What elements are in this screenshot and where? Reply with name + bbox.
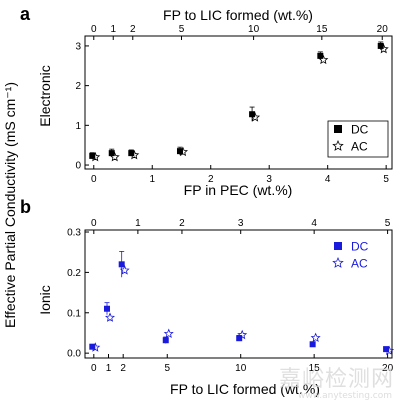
b-bottom-tick-label: 5 xyxy=(164,363,170,374)
panel-b-plot-frame xyxy=(84,229,393,359)
a-ac-point xyxy=(250,112,261,122)
b-top-tick-label: 1 xyxy=(135,218,141,229)
a-ac-point xyxy=(177,146,188,157)
b-bottom-tick-label: 10 xyxy=(235,363,247,374)
panel-a-plot-frame xyxy=(84,35,393,170)
panel-b-top-ticks: 0 1 2 3 4 5 xyxy=(91,218,391,234)
b-ac-point xyxy=(237,329,248,340)
b-legend-label: AC xyxy=(351,257,368,271)
b-dc-point xyxy=(104,305,111,312)
b-top-tick-label: 5 xyxy=(385,218,391,229)
panel-a-legend: DC AC xyxy=(327,120,389,158)
b-dc-point xyxy=(118,261,125,268)
a-top-tick-label: 15 xyxy=(316,24,328,35)
a-top-tick-label: 10 xyxy=(248,24,260,35)
a-bottom-tick-label: 2 xyxy=(208,174,214,185)
b-legend-label: DC xyxy=(351,240,369,254)
a-dc-point xyxy=(317,52,324,59)
a-y-tick-label: 1 xyxy=(75,121,81,132)
a-y-tick-label: 0 xyxy=(75,161,81,172)
shared-y-axis-label: Effective Partial Conductivity (mS cm⁻¹) xyxy=(2,82,18,328)
b-dc-point xyxy=(309,341,316,348)
a-top-tick-label: 2 xyxy=(130,24,136,35)
panel-b-letter: b xyxy=(20,197,31,217)
b-top-tick-label: 0 xyxy=(91,218,97,229)
b-ac-point xyxy=(310,332,321,343)
panel-a-letter: a xyxy=(20,4,31,24)
a-dc-point xyxy=(377,42,384,49)
b-bottom-tick-label: 20 xyxy=(382,363,394,374)
panel-b-bottom-axis-title: FP to LIC formed (wt.%) xyxy=(170,381,320,397)
b-dc-point xyxy=(162,337,169,344)
b-ac-point xyxy=(90,342,101,352)
a-top-tick-label: 5 xyxy=(179,24,185,35)
b-legend-dc-marker xyxy=(334,242,342,250)
a-ac-point xyxy=(318,54,329,65)
b-legend-ac-marker xyxy=(332,256,344,268)
a-dc-point xyxy=(108,150,115,157)
a-bottom-tick-label: 0 xyxy=(91,174,97,185)
b-bottom-tick-label: 0 xyxy=(91,363,97,374)
a-bottom-tick-label: 4 xyxy=(325,174,331,185)
b-top-tick-label: 4 xyxy=(311,218,317,229)
a-legend-label: AC xyxy=(351,140,368,154)
panel-a-top-axis-title: FP to LIC formed (wt.%) xyxy=(163,7,313,23)
a-top-tick-label: 0 xyxy=(91,24,97,35)
a-legend-ac-marker xyxy=(332,139,344,151)
panel-a-electronic: a FP to LIC formed (wt.%) FP in PEC (wt.… xyxy=(20,4,393,198)
a-y-tick-label: 2 xyxy=(75,81,81,92)
b-bottom-tick-label: 15 xyxy=(309,363,321,374)
a-bottom-tick-label: 3 xyxy=(266,174,272,185)
panel-b-legend: DC AC xyxy=(332,240,369,271)
a-bottom-tick-label: 5 xyxy=(383,174,389,185)
b-ac-point xyxy=(384,345,395,355)
a-bottom-tick-label: 1 xyxy=(149,174,155,185)
b-top-tick-label: 3 xyxy=(238,218,244,229)
b-ac-point xyxy=(119,265,130,275)
a-legend-label: DC xyxy=(351,123,369,137)
panel-a-top-ticks: 0 1 2 5 10 15 20 xyxy=(91,24,388,40)
b-bottom-tick-label: 1 xyxy=(106,363,112,374)
b-y-tick-label: 0.3 xyxy=(67,228,81,239)
a-legend-dc-marker xyxy=(334,125,342,133)
a-dc-point xyxy=(128,150,135,157)
b-bottom-tick-label: 2 xyxy=(120,363,126,374)
panel-a-y-axis-title: Electronic xyxy=(37,65,53,126)
b-y-tick-label: 0.1 xyxy=(67,308,81,319)
a-y-tick-label: 3 xyxy=(75,41,81,52)
a-ac-point xyxy=(378,43,389,54)
a-dc-point xyxy=(249,111,256,118)
panel-b-bottom-ticks: 0 1 2 5 10 15 20 xyxy=(91,354,394,374)
b-ac-point xyxy=(163,328,174,339)
panel-b-data-points xyxy=(89,251,395,355)
b-ac-point xyxy=(105,312,115,322)
b-y-tick-label: 0.2 xyxy=(67,268,81,279)
panel-a-data-points xyxy=(89,41,389,162)
panel-a-bottom-ticks: 0 1 2 3 4 5 xyxy=(91,165,389,185)
panel-b-y-ticks: 0.0 0.1 0.2 0.3 xyxy=(67,228,89,360)
a-ac-point xyxy=(109,151,120,162)
panel-b-y-axis-title: Ionic xyxy=(37,285,53,315)
a-ac-point xyxy=(90,151,101,162)
a-top-tick-label: 20 xyxy=(377,24,389,35)
b-top-tick-label: 2 xyxy=(179,218,185,229)
a-top-tick-label: 1 xyxy=(110,24,116,35)
panel-a-bottom-axis-title: FP in PEC (wt.%) xyxy=(184,182,293,198)
a-ac-point xyxy=(129,149,140,160)
b-dc-point xyxy=(236,335,243,342)
panel-a-y-ticks: 0 1 2 3 xyxy=(75,41,89,172)
b-y-tick-label: 0.0 xyxy=(67,349,81,360)
